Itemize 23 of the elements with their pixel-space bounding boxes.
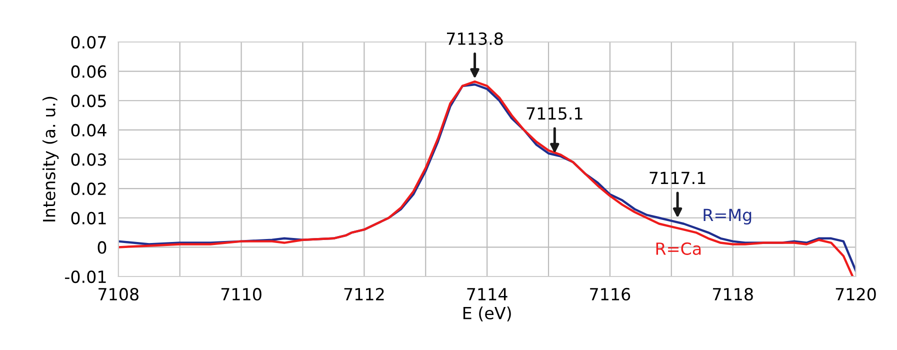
y-tick-label: 0.05 (71, 94, 106, 108)
y-tick-label: 0.01 (71, 212, 106, 224)
y-tick-label: 0 (98, 241, 106, 254)
y-tick-label: -0.01 (64, 270, 106, 284)
x-tick-label: 7116 (590, 288, 630, 301)
series-label: R=Mg (704, 208, 752, 224)
y-tick-label: 0.03 (71, 153, 106, 166)
annotation: 7115.1 (526, 107, 582, 120)
y-tick-label: 0.02 (71, 182, 106, 196)
y-tick-label: 0.06 (71, 65, 106, 78)
x-tick-label: 7110 (221, 288, 262, 301)
annotation: 7117.1 (650, 172, 706, 184)
x-tick-label: 7120 (836, 288, 876, 301)
x-tick-label: 7112 (344, 288, 384, 300)
x-tick-label: 7114 (467, 288, 508, 300)
y-axis-title: Intensity (a. u.) (42, 96, 59, 222)
series-label: R=Ca (656, 242, 701, 255)
x-axis-title: E (eV) (463, 306, 511, 322)
x-tick-label: 7118 (713, 288, 753, 301)
y-tick-label: 0.07 (71, 36, 106, 49)
annotation: 7113.8 (446, 32, 503, 46)
y-tick-label: 0.04 (71, 124, 106, 137)
x-tick-label: 7108 (98, 288, 138, 301)
